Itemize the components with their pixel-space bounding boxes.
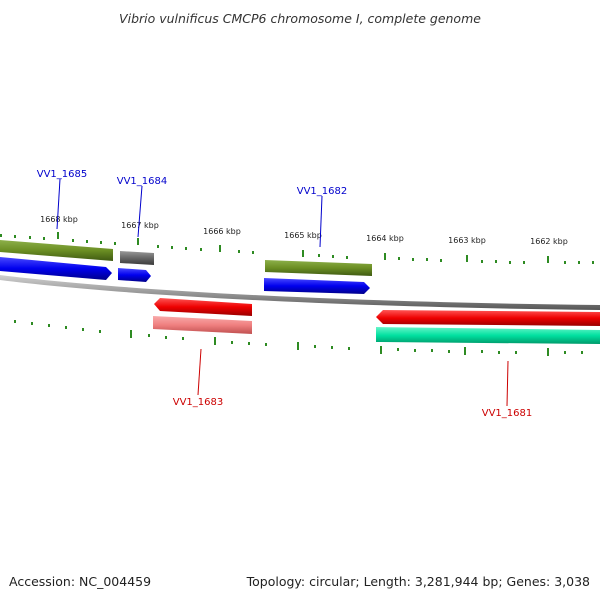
- leader-vv1-1682: [319, 195, 323, 248]
- gene-label-vv1-1682[interactable]: VV1_1682: [297, 186, 348, 197]
- gene-feature-vv1-1685[interactable]: [0, 240, 113, 261]
- gene-labels: VV1_1685 VV1_1684 VV1_1682 VV1_1683 VV1_…: [37, 169, 533, 419]
- cds-arrow-vv1-1684[interactable]: [118, 268, 151, 282]
- tick-label: 1664 kbp: [366, 234, 404, 243]
- gene-label-vv1-1681[interactable]: VV1_1681: [482, 408, 533, 419]
- cds-arrow-vv1-1683[interactable]: [154, 298, 252, 316]
- leader-vv1-1684: [137, 185, 143, 238]
- label-leaders: [56, 178, 509, 407]
- map-title: Vibrio vulnificus CMCP6 chromosome I, co…: [119, 11, 481, 26]
- reverse-cds-track: [154, 298, 600, 326]
- reverse-gene-track: [153, 316, 600, 344]
- inner-tick-ring: [14, 320, 583, 356]
- forward-gene-track: [0, 240, 372, 276]
- gene-feature-vv1-1682[interactable]: [265, 260, 372, 276]
- tick-label: 1665 kbp: [284, 231, 322, 240]
- cds-arrow-vv1-1682[interactable]: [264, 278, 370, 294]
- tick-label: 1667 kbp: [121, 221, 159, 230]
- tick-label: 1663 kbp: [448, 236, 486, 245]
- gene-label-vv1-1684[interactable]: VV1_1684: [117, 176, 168, 187]
- gene-feature-vv1-1683[interactable]: [153, 316, 252, 334]
- outer-tick-ring: [0, 232, 594, 264]
- cds-arrow-vv1-1685[interactable]: [0, 257, 112, 280]
- genome-backbone: [0, 275, 600, 310]
- cds-arrow-vv1-1681[interactable]: [376, 310, 600, 326]
- leader-vv1-1685: [56, 178, 61, 230]
- forward-cds-track: [0, 257, 370, 294]
- gene-feature-vv1-1681[interactable]: [376, 327, 600, 344]
- gene-feature-vv1-1684[interactable]: [120, 251, 154, 265]
- tick-label: 1666 kbp: [203, 227, 241, 236]
- accession-label: Accession: NC_004459: [9, 574, 151, 589]
- tick-label: 1668 kbp: [40, 215, 78, 224]
- leader-vv1-1683: [197, 348, 202, 396]
- kbp-tick-labels: 1668 kbp 1667 kbp 1666 kbp 1665 kbp 1664…: [40, 215, 568, 246]
- leader-vv1-1681: [506, 360, 509, 407]
- gene-label-vv1-1683[interactable]: VV1_1683: [173, 397, 224, 408]
- tick-label: 1662 kbp: [530, 237, 568, 246]
- gene-label-vv1-1685[interactable]: VV1_1685: [37, 169, 88, 180]
- genome-summary: Topology: circular; Length: 3,281,944 bp…: [246, 574, 590, 589]
